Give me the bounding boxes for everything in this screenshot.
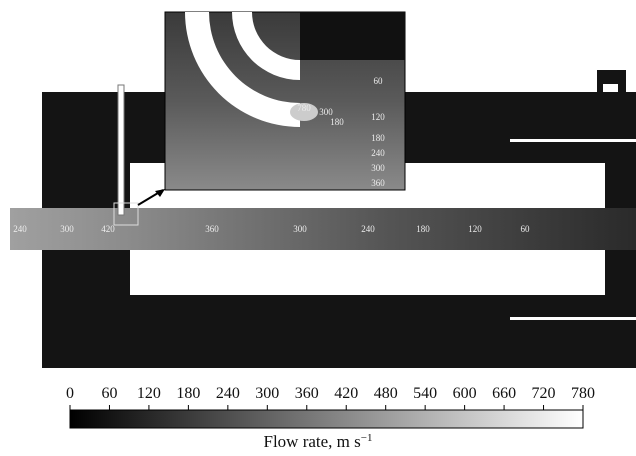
- label-exponent: −1: [361, 432, 373, 444]
- inset-pipe-wall: [232, 12, 300, 80]
- colorbar-tick-label: 600: [453, 385, 477, 402]
- inset-contour-label: 300: [319, 107, 333, 117]
- slit: [510, 139, 636, 142]
- notch: [603, 70, 618, 84]
- colorbar-scale: [69, 409, 584, 429]
- colorbar-tick-label: 720: [532, 385, 556, 402]
- contour-label: 420: [101, 224, 115, 234]
- inset-contour-label: 780: [297, 103, 311, 113]
- contour-label: 300: [60, 224, 74, 234]
- label-text: Flow rate, m s: [264, 432, 361, 451]
- colorbar-tick-label: 660: [492, 385, 516, 402]
- notch: [618, 70, 626, 97]
- colorbar-tick-label: 240: [216, 385, 240, 402]
- inset-contour-label: 180: [330, 117, 344, 127]
- colorbar-tick-label: 300: [255, 385, 279, 402]
- inset-solid: [300, 12, 405, 60]
- contour-label: 300: [293, 224, 307, 234]
- nozzle: [117, 84, 125, 216]
- colorbar-tick-label: 60: [101, 385, 117, 402]
- inset-pipe-wall: [185, 12, 300, 127]
- contour-label: 180: [416, 224, 430, 234]
- colorbar: Flow rate, m s−1 0 60 120 180 240 300 360 420 48…: [66, 385, 595, 451]
- inset-contour-label: 60: [374, 76, 384, 86]
- contour-label: 240: [13, 224, 27, 234]
- colorbar-tick-label: 780: [571, 385, 595, 402]
- colorbar-tick-label: 360: [295, 385, 319, 402]
- colorbar-tick-label: 420: [334, 385, 358, 402]
- notch: [597, 70, 603, 97]
- inset-contour-label: 240: [371, 148, 385, 158]
- inset-contour-label: 180: [371, 133, 385, 143]
- colorbar-tick-label: 0: [66, 385, 74, 402]
- colorbar-tick-label: 180: [176, 385, 200, 402]
- inset: [164, 11, 406, 191]
- arrow-head: [155, 189, 165, 197]
- slit: [510, 317, 636, 320]
- colorbar-tick-label: 480: [374, 385, 398, 402]
- contour-label: 120: [468, 224, 482, 234]
- inset-contour-label: 300: [371, 163, 385, 173]
- zoom-box: [113, 202, 139, 226]
- contour-label: 60: [521, 224, 531, 234]
- contour-label: 240: [361, 224, 375, 234]
- inset-contour-label: 360: [371, 178, 385, 188]
- colorbar-tick-label: 540: [413, 385, 437, 402]
- colorbar-label: Flow rate, m s−1: [264, 432, 373, 451]
- colorbar-tick-label: 120: [137, 385, 161, 402]
- contour-label: 360: [205, 224, 219, 234]
- inset-hotspot: [290, 103, 318, 121]
- inset-contour-label: 120: [371, 112, 385, 122]
- gap: [130, 250, 605, 295]
